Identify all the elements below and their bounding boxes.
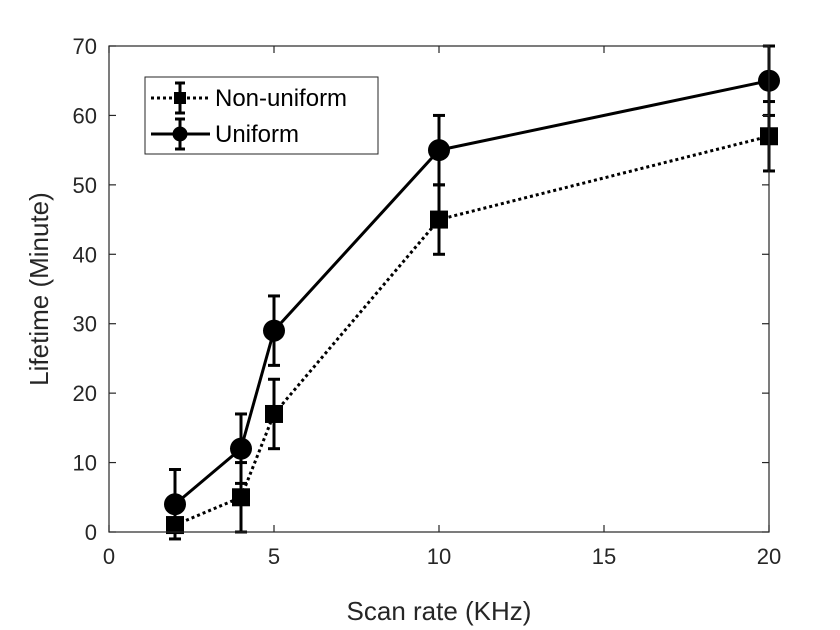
- legend-entry: Uniform: [151, 117, 299, 151]
- legend-marker: [174, 92, 186, 104]
- legend-label: Non-uniform: [215, 85, 347, 112]
- y-tick-label: 30: [73, 312, 97, 337]
- legend-label: Uniform: [215, 121, 299, 148]
- y-tick-label: 10: [73, 451, 97, 476]
- legend-entry: Non-uniform: [151, 81, 347, 115]
- x-tick-label: 0: [103, 544, 115, 569]
- y-tick-label: 70: [73, 34, 97, 59]
- legend-marker: [172, 126, 188, 142]
- data-point: [430, 210, 448, 229]
- series-line: [174, 134, 770, 527]
- data-point: [263, 319, 285, 342]
- axis-layer: 0 5 10 15 20 0 10 20 30 40 50 60 70: [73, 34, 782, 569]
- y-tick-label: 60: [73, 103, 97, 128]
- x-tick-label: 10: [427, 544, 451, 569]
- legend-box: [144, 76, 379, 155]
- y-tick-label: 40: [73, 242, 97, 267]
- data-point: [265, 404, 283, 423]
- x-axis-label: Scan rate (KHz): [347, 596, 532, 626]
- y-tick-label: 20: [73, 381, 97, 406]
- data-point: [230, 437, 252, 460]
- x-tick-label: 15: [592, 544, 616, 569]
- y-tick-label: 0: [85, 520, 97, 545]
- y-axis-label: Lifetime (Minute): [24, 192, 54, 386]
- x-tick-label: 20: [757, 544, 781, 569]
- legend: Non-uniform Uniform: [144, 76, 379, 155]
- y-tick-label: 50: [73, 173, 97, 198]
- data-point: [232, 488, 250, 507]
- x-tick-label: 5: [268, 544, 280, 569]
- data-point: [164, 493, 186, 516]
- data-point: [428, 139, 450, 162]
